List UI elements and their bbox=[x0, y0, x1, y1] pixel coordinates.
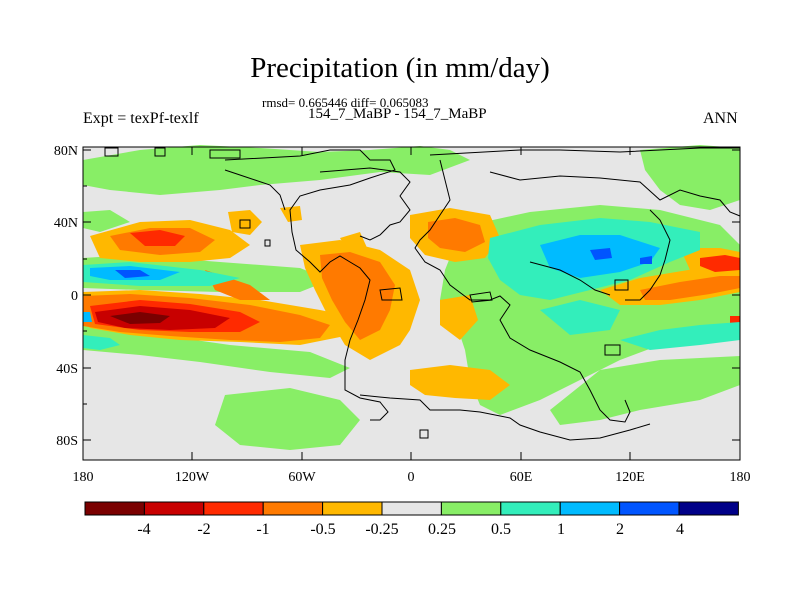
colorbar-box-7 bbox=[440, 501, 502, 516]
colorbar-label-6: 0.25 bbox=[428, 521, 456, 538]
lon-label-0: 0 bbox=[408, 470, 415, 485]
coastline bbox=[104, 147, 741, 441]
colorbar-box-5 bbox=[322, 501, 383, 516]
rmsd-diff-stats: rmsd= 0.665446 diff= 0.065083 bbox=[262, 95, 429, 110]
lon-label-60e: 60E bbox=[510, 470, 533, 485]
colorbar-box-3 bbox=[203, 501, 264, 516]
colorbar-box-8 bbox=[500, 501, 561, 516]
colorbar-label-3: -1 bbox=[256, 521, 269, 538]
plot-subtitle: 154_7_MaBP - 154_7_MaBP bbox=[308, 106, 487, 122]
colorbar-box-4 bbox=[262, 501, 324, 516]
colorbar-label-7: 0.5 bbox=[491, 521, 511, 538]
colorbar-box-11 bbox=[678, 501, 739, 516]
colorbar-label-4: -0.5 bbox=[310, 521, 335, 538]
lat-labels: 80N 40N 0 40S 80S bbox=[54, 144, 78, 449]
colorbar-label-10: 4 bbox=[676, 521, 684, 538]
colorbar-labels: -4 -2 -1 -0.5 -0.25 0.25 0.5 1 2 4 bbox=[137, 521, 684, 538]
plot-title: Precipitation (in mm/day) bbox=[250, 52, 550, 84]
lon-label-120w: 120W bbox=[175, 470, 210, 485]
colorbar-label-2: -2 bbox=[197, 521, 210, 538]
lat-label-40s: 40S bbox=[56, 362, 78, 377]
map-panel: 80N 40N 0 40S 80S 180 120W 60W 0 60E 120… bbox=[54, 144, 751, 485]
colorbar: -4 -2 -1 -0.5 -0.25 0.25 0.5 1 2 4 bbox=[84, 501, 739, 538]
colorbar-label-9: 2 bbox=[616, 521, 624, 538]
contour-fill-blue bbox=[115, 248, 652, 278]
colorbar-label-5: -0.25 bbox=[365, 521, 398, 538]
colorbar-label-1: -4 bbox=[137, 521, 150, 538]
season-label: ANN bbox=[703, 110, 738, 127]
colorbar-boxes bbox=[84, 501, 739, 516]
lat-label-0: 0 bbox=[71, 289, 78, 304]
colorbar-box-6 bbox=[381, 501, 442, 516]
lon-label-180e: 180 bbox=[730, 470, 751, 485]
colorbar-box-10 bbox=[619, 501, 680, 516]
colorbar-box-1 bbox=[84, 501, 145, 516]
contour-fill-maroon bbox=[110, 312, 170, 324]
colorbar-label-8: 1 bbox=[557, 521, 565, 538]
lat-label-80s: 80S bbox=[56, 434, 78, 449]
lon-label-120e: 120E bbox=[615, 470, 645, 485]
colorbar-box-9 bbox=[559, 501, 621, 516]
lon-labels: 180 120W 60W 0 60E 120E 180 bbox=[73, 470, 751, 485]
lon-label-60w: 60W bbox=[288, 470, 316, 485]
lon-label-180w: 180 bbox=[73, 470, 94, 485]
lat-label-40n: 40N bbox=[54, 216, 78, 231]
map-ticks bbox=[82, 147, 741, 460]
lat-label-80n: 80N bbox=[54, 144, 78, 159]
experiment-label: Expt = texPf-texlf bbox=[83, 110, 199, 127]
colorbar-box-2 bbox=[143, 501, 205, 516]
